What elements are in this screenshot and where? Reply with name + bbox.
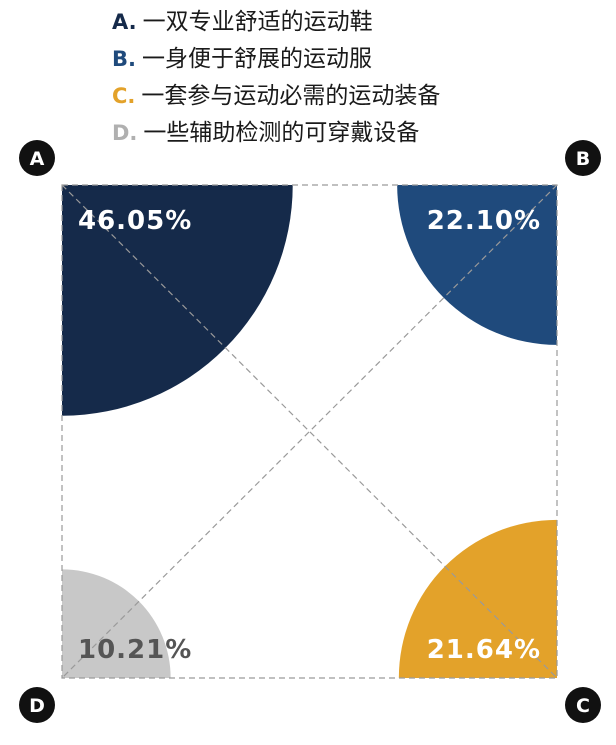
data-label-a: 46.05% [78,206,192,236]
diagonal-line-ac [61,184,558,679]
corner-label-d: D [29,695,45,717]
legend-item-c: C. 一套参与运动必需的运动装备 [112,78,440,115]
corner-badge-a [19,140,55,176]
legend-label-d: 一些辅助检测的可穿戴设备 [143,120,420,146]
data-label-b: 22.10% [427,206,541,236]
data-label-c: 21.64% [427,635,541,665]
data-label-d: 10.21% [78,635,192,665]
corner-label-b: B [576,148,590,170]
corner-label-a: A [30,148,45,170]
legend-key-a: A. [112,10,137,34]
legend-key-b: B. [112,47,136,71]
legend-key-d: D. [112,121,138,145]
dashed-frame [61,184,558,679]
diagonal-line-bd [61,184,558,679]
corner-badge-c [565,687,601,723]
legend-label-a: 一双专业舒适的运动鞋 [142,9,373,35]
corner-label-c: C [576,695,590,717]
legend-label-c: 一套参与运动必需的运动装备 [141,83,441,109]
legend-item-b: B. 一身便于舒展的运动服 [112,41,440,78]
legend: A. 一双专业舒适的运动鞋 B. 一身便于舒展的运动服 C. 一套参与运动必需的运动装… [112,4,440,152]
legend-item-a: A. 一双专业舒适的运动鞋 [112,4,440,41]
legend-item-d: D. 一些辅助检测的可穿戴设备 [112,115,440,152]
corner-badge-d [19,687,55,723]
corner-badge-b [565,140,601,176]
legend-label-b: 一身便于舒展的运动服 [141,46,372,72]
legend-key-c: C. [112,84,136,108]
